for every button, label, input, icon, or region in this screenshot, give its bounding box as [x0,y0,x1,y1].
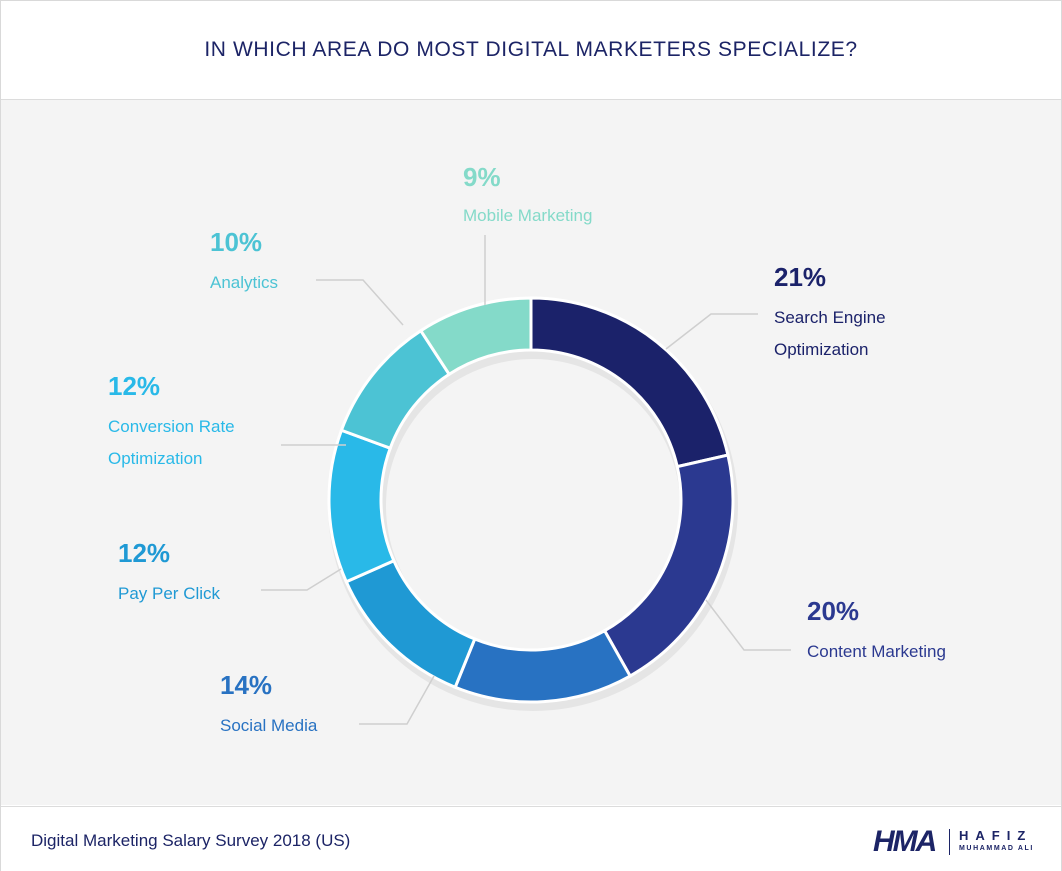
category-label-mobile-marketing: Mobile Marketing [463,206,592,225]
value-label-pay-per-click: 12% [118,538,170,568]
category-label-conversion-rate-optimization-line-1: Conversion Rate [108,417,235,436]
header: IN WHICH AREA DO MOST DIGITAL MARKETERS … [1,1,1061,100]
source-note: Digital Marketing Salary Survey 2018 (US… [31,831,351,850]
category-label-conversion-rate-optimization-line-2: Optimization [108,449,202,468]
plot-area: 21% Search Engine Optimization 20% Content M… [1,100,1061,805]
value-label-search-engine-optimization: 21% [774,262,826,292]
value-label-mobile-marketing: 9% [463,162,501,192]
leader-line-content-marketing [705,599,791,651]
value-label-social-media: 14% [220,670,272,700]
category-label-search-engine-optimization-line-2: Optimization [774,340,868,359]
value-label-analytics: 10% [210,227,262,257]
leader-line-search-engine-optimization [665,313,758,350]
value-label-conversion-rate-optimization: 12% [108,371,160,401]
brand-logo: HMA HAFIZ MUHAMMAD ALI [873,825,1041,859]
chart-title: IN WHICH AREA DO MOST DIGITAL MARKETERS … [204,38,858,61]
logo-name: HAFIZ [959,828,1033,843]
donut-chart: 21% Search Engine Optimization 20% Content M… [108,162,946,735]
category-label-social-media: Social Media [220,716,318,735]
logo-subtitle: MUHAMMAD ALI [959,845,1034,852]
logo-mark: HMA [873,825,937,858]
leader-line-analytics [316,279,404,326]
leader-line-social-media [359,675,435,725]
value-label-content-marketing: 20% [807,596,859,626]
category-label-content-marketing: Content Marketing [807,642,946,661]
category-label-pay-per-click: Pay Per Click [118,584,221,603]
footer: Digital Marketing Salary Survey 2018 (US… [1,806,1061,871]
logo-divider [949,829,950,855]
category-label-analytics: Analytics [210,273,278,292]
slice-content-marketing [602,453,735,679]
leader-line-pay-per-click [261,568,342,591]
slice-mobile-marketing [418,296,533,377]
category-label-search-engine-optimization-line-1: Search Engine [774,308,886,327]
